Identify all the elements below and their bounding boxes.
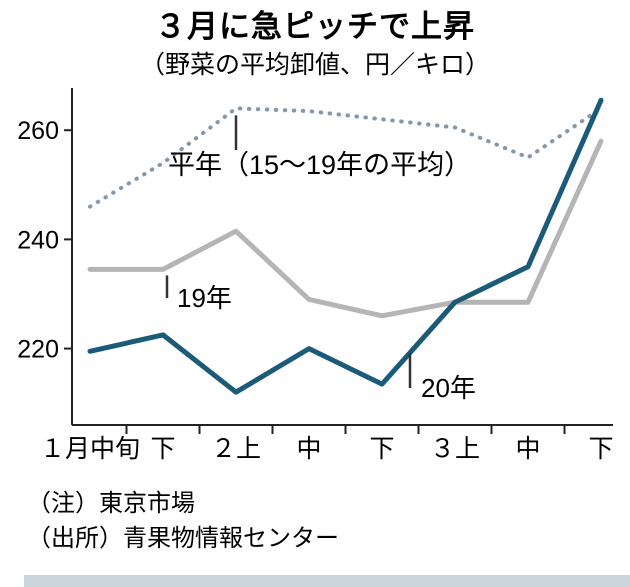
chart-subtitle: （野菜の平均卸値、円／キロ） (139, 51, 490, 79)
annotation-label-y2019: 19年 (177, 283, 232, 313)
y-tick-label: 260 (17, 117, 59, 145)
x-tick-label: 中 (515, 435, 540, 463)
x-tick-label: 下 (150, 435, 175, 463)
y-tick-label: 240 (17, 226, 59, 254)
note-source: （出所）青果物情報センター (27, 525, 339, 552)
bottom-divider-bar (24, 575, 630, 587)
annotation-label-y2020: 20年 (421, 373, 476, 403)
series-line-y2020 (87, 97, 604, 395)
x-tick-label: 下 (588, 435, 613, 463)
x-tick-label: １月中旬 (40, 435, 140, 463)
x-tick-label: 中 (296, 435, 321, 463)
note-market: （注）東京市場 (27, 490, 195, 517)
series-line-heinen (88, 106, 603, 209)
x-tick-label: ２上 (211, 435, 261, 463)
chart-title: ３月に急ピッチで上昇 (155, 9, 475, 44)
series-line-y2019 (87, 138, 604, 319)
annotation-label-heinen: 平年（15～19年の平均） (168, 150, 471, 180)
y-tick-label: 220 (17, 336, 59, 364)
x-tick-label: ３上 (430, 435, 480, 463)
x-tick-label: 下 (369, 435, 394, 463)
